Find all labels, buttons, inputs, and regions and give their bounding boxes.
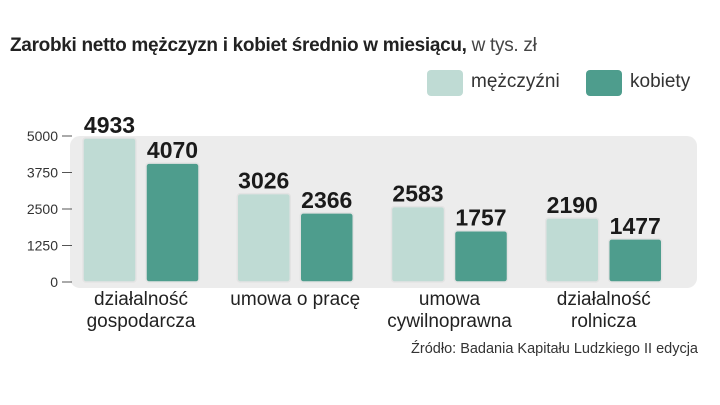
bar-men: [236, 192, 291, 283]
category-label: umowa: [419, 289, 481, 310]
value-label-women: 4070: [147, 137, 198, 163]
legend-label-women: kobiety: [630, 71, 691, 92]
category-label: gospodarcza: [87, 311, 196, 332]
value-label-men: 2583: [392, 181, 443, 207]
bar-men: [390, 205, 446, 283]
value-label-men: 4933: [84, 112, 135, 138]
bar-women: [299, 212, 354, 283]
value-label-women: 2366: [301, 187, 352, 213]
legend-swatch-women: [586, 70, 622, 96]
bar-men: [545, 217, 600, 283]
plot-background: [70, 136, 697, 288]
category-label: cywilnoprawna: [387, 311, 512, 332]
y-tick-label: 3750: [27, 165, 58, 181]
source-note: Źródło: Badania Kapitału Ludzkiego II ed…: [411, 341, 698, 357]
value-label-women: 1757: [455, 205, 506, 231]
value-label-women: 1477: [610, 213, 661, 239]
y-tick-label: 0: [50, 274, 58, 290]
y-tick-label: 2500: [27, 201, 58, 217]
chart-title-unit: w tys. zł: [466, 35, 537, 56]
value-label-men: 3026: [238, 168, 289, 194]
bar-men: [82, 137, 137, 283]
bar-women: [453, 229, 509, 283]
bar-women: [145, 162, 200, 283]
category-label: umowa o pracę: [230, 289, 360, 310]
category-label: rolnicza: [571, 311, 637, 332]
y-tick-label: 5000: [27, 128, 58, 144]
value-label-men: 2190: [547, 192, 598, 218]
chart-title: Zarobki netto mężczyzn i kobiet średnio …: [10, 35, 537, 57]
category-label: działalność: [94, 289, 188, 310]
legend-swatch-men: [427, 70, 463, 96]
category-label: działalność: [557, 289, 651, 310]
chart-title-main: Zarobki netto mężczyzn i kobiet średnio …: [10, 35, 467, 56]
y-tick-label: 1250: [27, 238, 58, 254]
bar-women: [608, 238, 663, 283]
legend-label-men: mężczyźni: [471, 71, 560, 92]
